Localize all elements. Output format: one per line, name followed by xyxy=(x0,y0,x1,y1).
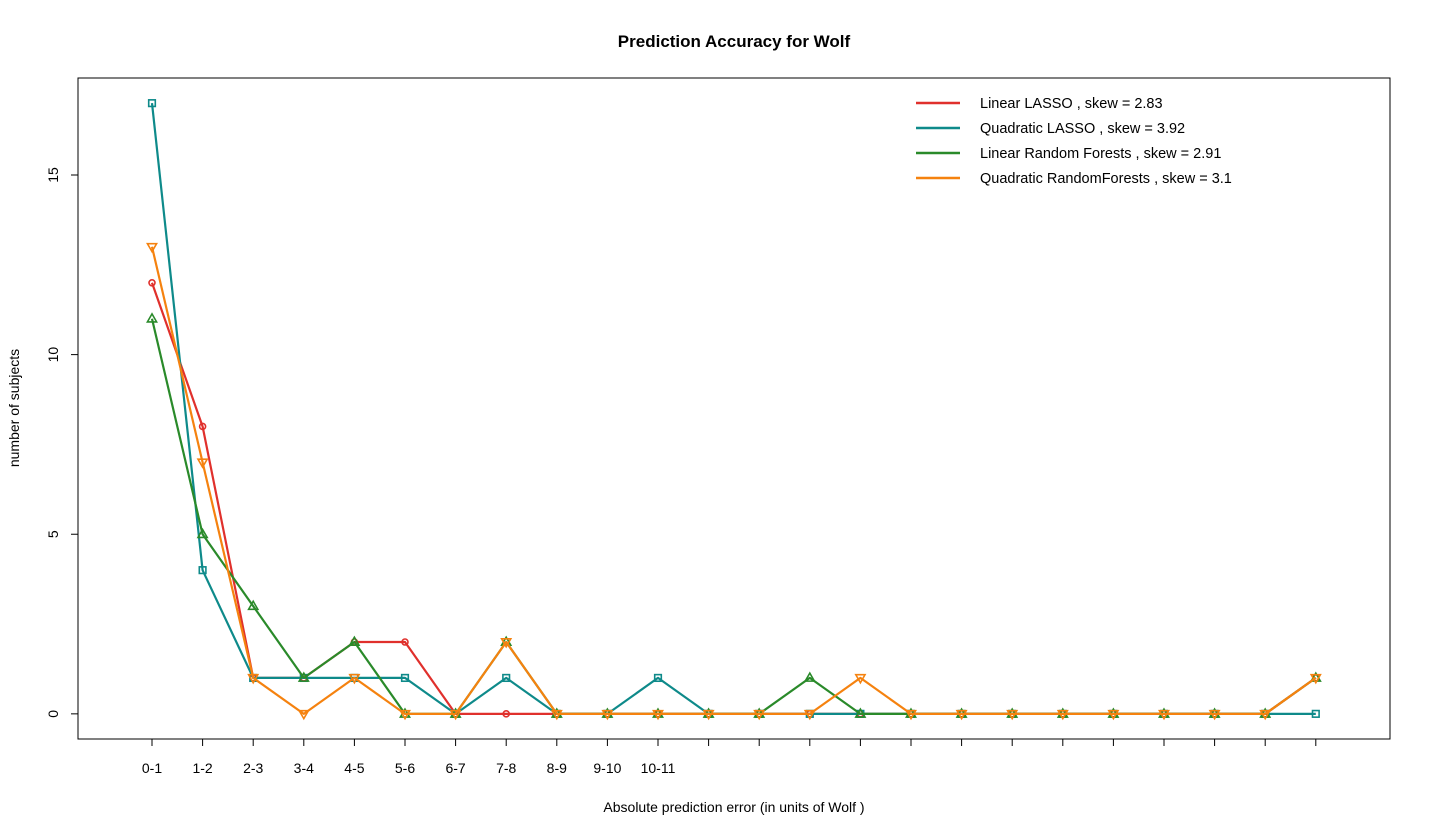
data-point xyxy=(854,707,867,718)
data-point xyxy=(905,709,917,721)
series-1 xyxy=(148,278,1320,718)
data-point xyxy=(1107,709,1120,721)
series-3 xyxy=(146,312,1322,718)
chart-title: Prediction Accuracy for Wolf xyxy=(618,32,851,51)
data-point xyxy=(502,710,511,718)
data-point xyxy=(753,709,766,721)
data-point xyxy=(148,278,156,287)
data-point xyxy=(803,671,816,682)
data-point xyxy=(449,709,462,721)
data-point xyxy=(702,709,715,721)
x-tick-label: 9-10 xyxy=(593,760,621,776)
legend: Linear LASSO , skew = 2.83 Quadratic LASS… xyxy=(916,96,1232,187)
x-tick-label: 3-4 xyxy=(294,760,314,776)
legend-label: Linear Random Forests , skew = 2.91 xyxy=(980,146,1221,162)
x-tick-label: 8-9 xyxy=(547,760,567,776)
data-point xyxy=(147,99,157,108)
x-axis: 0-1 1-2 2-3 3-4 4-5 5-6 6-7 7-8 8-9 9-10 10-11 xyxy=(142,738,1317,776)
x-tick-label: 10-11 xyxy=(641,760,676,776)
series-4 xyxy=(146,242,1322,721)
legend-label: Quadratic RandomForests , skew = 3.1 xyxy=(980,171,1232,187)
y-axis-label: number of subjects xyxy=(6,349,22,467)
legend-label: Linear LASSO , skew = 2.83 xyxy=(980,96,1163,112)
data-point xyxy=(400,673,410,683)
series-2 xyxy=(147,99,1320,718)
data-point xyxy=(348,673,361,685)
x-tick-label: 6-7 xyxy=(445,760,465,776)
series-line xyxy=(150,282,1317,716)
legend-label: Quadratic LASSO , skew = 3.92 xyxy=(980,121,1185,137)
y-tick-label: 5 xyxy=(45,530,61,538)
x-tick-label: 0-1 xyxy=(142,760,162,776)
x-tick-label: 5-6 xyxy=(395,760,415,776)
data-point xyxy=(247,599,260,611)
data-point xyxy=(955,709,968,721)
data-point xyxy=(297,671,310,682)
data-point xyxy=(550,709,563,721)
data-point xyxy=(198,422,207,431)
data-point xyxy=(1259,709,1272,721)
data-point xyxy=(146,312,158,323)
data-point xyxy=(502,673,511,683)
series-line xyxy=(150,318,1317,716)
data-point xyxy=(348,635,361,647)
data-point xyxy=(401,638,409,646)
data-point xyxy=(146,242,158,254)
data-point xyxy=(1056,709,1069,721)
data-point xyxy=(1006,709,1019,721)
x-tick-label: 4-5 xyxy=(344,760,364,776)
y-tick-label: 10 xyxy=(45,347,61,363)
x-tick-label: 1-2 xyxy=(192,760,212,776)
y-tick-label: 15 xyxy=(45,167,61,183)
data-point xyxy=(399,709,411,721)
data-point xyxy=(247,673,260,685)
data-point xyxy=(198,566,207,575)
data-point xyxy=(196,527,209,539)
y-tick-label: 0 xyxy=(45,710,61,718)
data-point xyxy=(297,709,310,721)
data-point xyxy=(854,673,867,685)
data-point xyxy=(500,638,513,649)
data-point xyxy=(1158,709,1170,721)
y-axis: 0 5 10 15 xyxy=(45,167,79,718)
series-layer xyxy=(146,99,1322,721)
data-point xyxy=(803,709,816,721)
series-line xyxy=(150,246,1317,716)
data-point xyxy=(1309,673,1322,685)
x-tick-label: 7-8 xyxy=(496,760,516,776)
series-line xyxy=(150,102,1316,716)
data-point xyxy=(653,673,663,683)
x-axis-label: Absolute prediction error (in units of W… xyxy=(603,799,864,815)
x-tick-label: 2-3 xyxy=(243,760,263,776)
data-point xyxy=(601,709,614,721)
data-point xyxy=(652,709,664,721)
data-point xyxy=(1208,709,1221,721)
data-point xyxy=(196,458,209,469)
data-point xyxy=(1311,709,1320,718)
